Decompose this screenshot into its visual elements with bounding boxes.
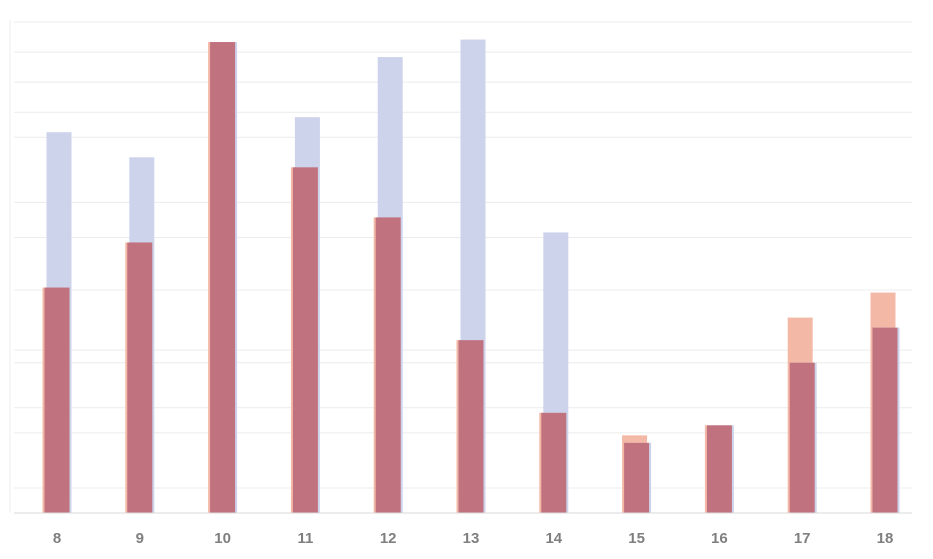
x-axis: 8 9 10 11 12 13 14 15 16 17 18	[9, 20, 912, 547]
bar-overlap-13	[458, 340, 484, 513]
x-tick-label-18: 18	[877, 530, 894, 547]
x-tick-label-17: 17	[794, 530, 811, 547]
x-tick-label-8: 8	[53, 530, 61, 547]
x-tick-label-11: 11	[297, 530, 313, 547]
x-tick-label-9: 9	[136, 530, 144, 547]
x-tick-label-15: 15	[628, 530, 645, 547]
bar-overlap-10	[210, 42, 236, 514]
bar-overlap-14	[541, 412, 567, 513]
bar-overlap-11	[292, 167, 318, 513]
bar-overlap-16	[706, 425, 732, 513]
x-tick-label-10: 10	[214, 530, 231, 547]
bar-overlap-17	[789, 362, 815, 513]
bar-overlap-18	[872, 327, 898, 513]
x-tick-label-16: 16	[711, 530, 728, 547]
x-tick-label-12: 12	[380, 530, 397, 547]
bar-overlap-8	[44, 287, 70, 513]
bar-overlap-15	[624, 442, 650, 513]
bars	[42, 39, 900, 514]
x-tick-label-13: 13	[463, 530, 480, 547]
bar-overlap-12	[375, 217, 401, 513]
bar-overlap-9	[127, 242, 153, 513]
x-tick-label-14: 14	[545, 530, 562, 547]
